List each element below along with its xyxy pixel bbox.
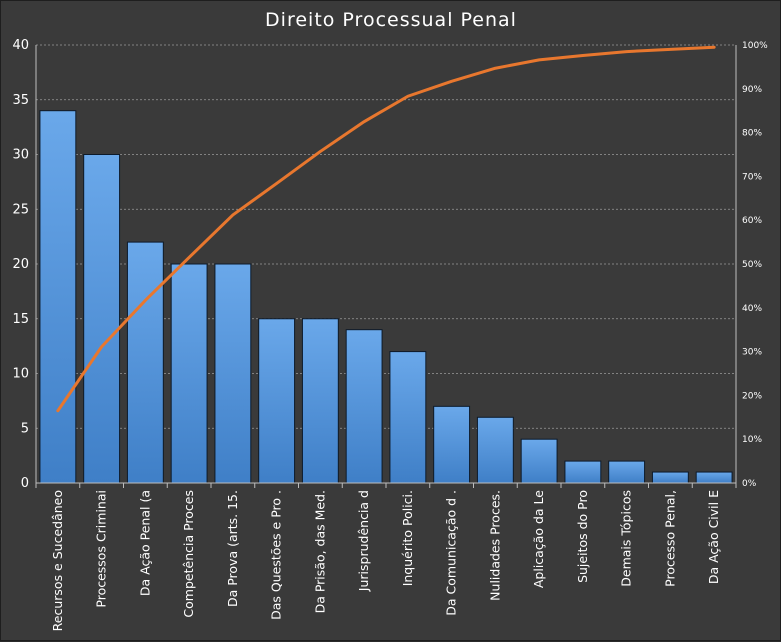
y-tick-label: 20 <box>12 257 29 272</box>
chart-title: Direito Processual Penal <box>265 9 517 31</box>
y2-tick-label: 20% <box>742 391 762 401</box>
x-tick-label: Nulidades Proces. <box>487 490 502 601</box>
y-tick-label: 10 <box>12 367 29 382</box>
bar <box>651 471 689 484</box>
bar <box>39 110 77 484</box>
y2-tick-label: 80% <box>742 129 762 139</box>
bar <box>345 329 383 484</box>
y-tick-label: 40 <box>12 38 29 53</box>
x-tick-label: Da Prisão, das Med. <box>312 490 327 613</box>
bar <box>170 263 208 484</box>
y2-tick-label: 30% <box>742 348 762 358</box>
bar <box>83 154 121 484</box>
x-tick-label: Competência Proces <box>181 490 196 618</box>
y2-tick-label: 90% <box>742 85 762 95</box>
category-axis-labels: Recursos e Sucedâneo Processos Criminai Da… <box>50 490 721 632</box>
y-tick-label: 30 <box>12 148 29 163</box>
y2-tick-label: 100% <box>742 41 768 51</box>
x-tick-label: Das Questões e Pro . <box>269 490 284 620</box>
y-tick-label: 35 <box>12 93 29 108</box>
bar <box>695 471 733 484</box>
y2-tick-label: 0% <box>742 479 757 489</box>
x-tick-label: Recursos e Sucedâneo <box>50 490 65 631</box>
x-tick-label: Sujeitos do Pro <box>575 490 590 583</box>
x-tick-label: Demais Tópicos <box>619 490 634 587</box>
x-tick-label: Jurisprudência d <box>356 490 371 592</box>
x-tick-label: Processo Penal, <box>662 490 677 587</box>
y2-tick-label: 70% <box>742 172 762 182</box>
bar <box>214 263 252 484</box>
bar-series <box>39 110 733 484</box>
left-axis-ticks: 0 5 10 15 20 25 30 35 40 <box>12 38 29 491</box>
y-tick-label: 5 <box>21 421 29 436</box>
x-tick-label: Da Ação Penal (a <box>137 490 152 596</box>
bar <box>301 318 339 484</box>
y-tick-label: 0 <box>21 476 29 491</box>
bar <box>258 318 296 484</box>
y2-tick-label: 10% <box>742 435 762 445</box>
axes <box>35 45 737 488</box>
bar <box>564 460 602 484</box>
y-tick-label: 15 <box>12 312 29 327</box>
bar <box>520 438 558 484</box>
cumulative-line-series <box>56 45 716 413</box>
x-tick-label: Inquérito Polici. <box>400 490 415 586</box>
bar <box>476 416 514 484</box>
y2-tick-label: 40% <box>742 304 762 314</box>
bar <box>608 460 646 484</box>
x-tick-label: Da Prova (arts. 15. <box>225 490 240 607</box>
bar <box>126 241 164 484</box>
y-tick-label: 25 <box>12 202 29 217</box>
y2-tick-label: 60% <box>742 216 762 226</box>
x-tick-label: Da Ação Civil E <box>706 490 721 584</box>
x-tick-label: Processos Criminai <box>94 490 109 608</box>
cumulative-line <box>56 45 716 413</box>
bar <box>389 351 427 484</box>
y2-tick-label: 50% <box>742 260 762 270</box>
x-tick-label: Aplicação da Le <box>531 490 546 588</box>
right-axis-ticks: 0% 10% 20% 30% 40% 50% 60% 70% 80% 90% 100% <box>742 41 768 489</box>
bar <box>433 405 471 484</box>
x-tick-label: Da Comunicação d . <box>444 490 459 616</box>
